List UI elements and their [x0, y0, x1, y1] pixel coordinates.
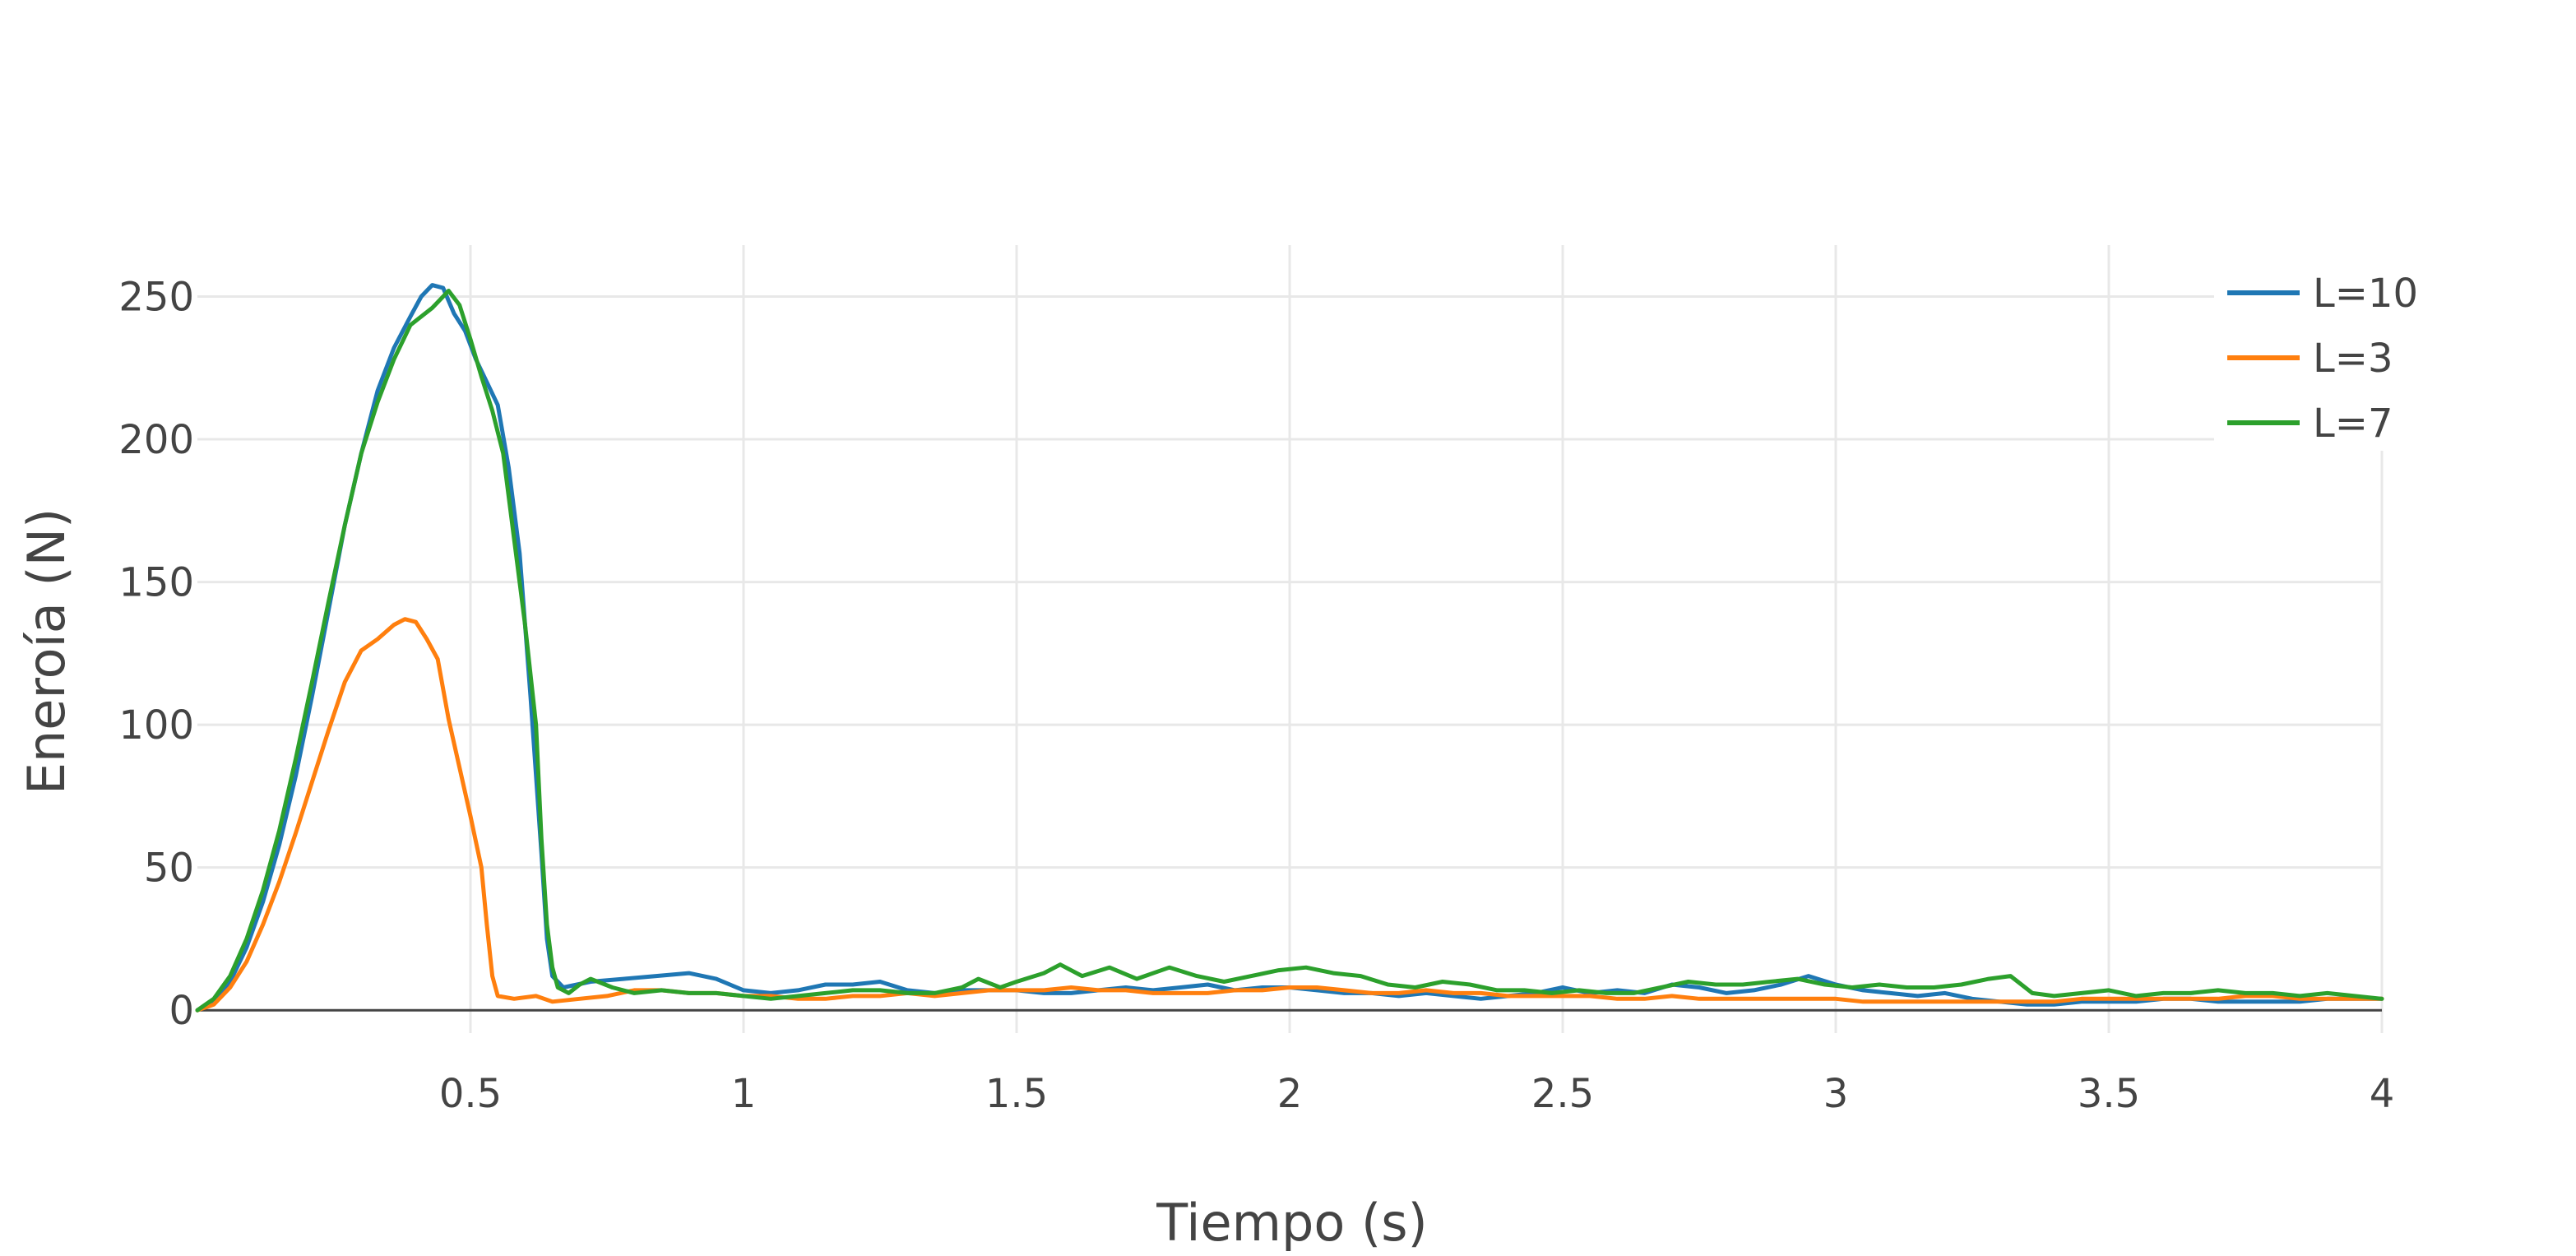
legend-label: L=3 — [2313, 336, 2393, 382]
y-grid — [197, 294, 2382, 869]
y-tick-label: 100 — [118, 702, 194, 749]
x-grid — [469, 245, 2384, 1033]
x-tick-label: 1.5 — [985, 1071, 1048, 1117]
series-layer — [195, 283, 2384, 1013]
x-tick-label: 3 — [1823, 1071, 1849, 1117]
legend-background — [2214, 243, 2428, 451]
x-tick-label: 2 — [1277, 1071, 1303, 1117]
y-tick-labels: 0 50 100 150 200 250 — [118, 274, 194, 1034]
y-tick-label: 250 — [118, 274, 194, 320]
legend-label: L=10 — [2313, 271, 2418, 317]
y-axis-title: Eneroía (N) — [16, 508, 76, 795]
legend-label: L=7 — [2313, 401, 2393, 447]
x-tick-label: 2.5 — [1531, 1071, 1594, 1117]
y-tick-label: 200 — [118, 417, 194, 463]
y-tick-label: 150 — [118, 560, 194, 606]
y-tick-label: 50 — [144, 846, 194, 892]
x-tick-label: 1 — [731, 1071, 757, 1117]
x-tick-labels: 0.5 1 1.5 2 2.5 3 3.5 4 — [439, 1071, 2394, 1117]
series-line-l-3 — [195, 617, 2384, 1013]
x-axis-title: Tiempo (s) — [1156, 1193, 1427, 1253]
x-tick-label: 3.5 — [2078, 1071, 2140, 1117]
x-tick-label: 0.5 — [439, 1071, 502, 1117]
legend: L=10 L=3 L=7 — [2227, 271, 2418, 447]
series-line-l-7 — [195, 289, 2384, 1013]
x-tick-label: 4 — [2370, 1071, 2395, 1117]
y-tick-label: 0 — [169, 988, 194, 1034]
